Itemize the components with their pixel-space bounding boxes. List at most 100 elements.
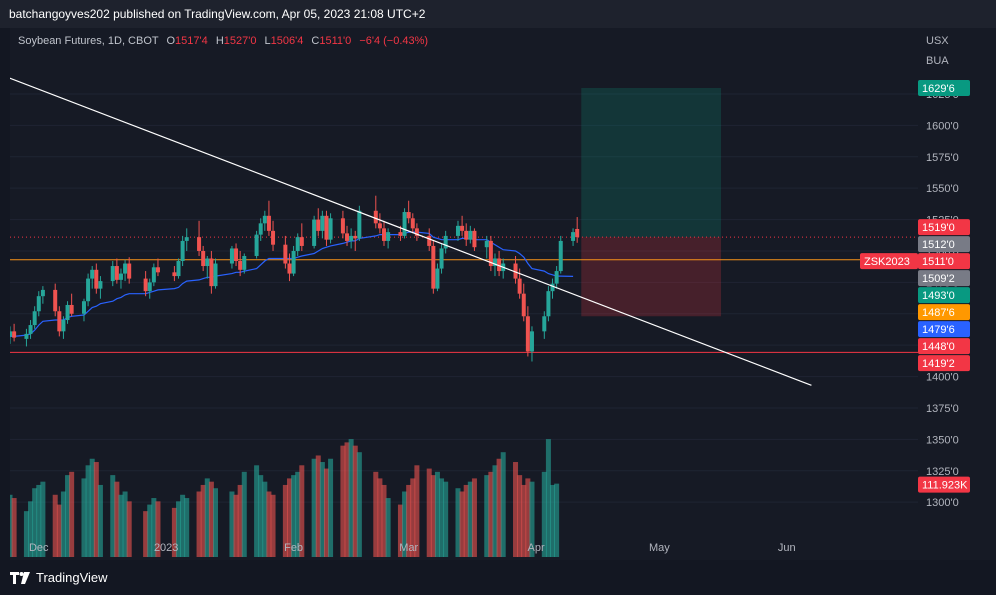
- time-scale[interactable]: Dec 2023 Feb Mar Apr May Jun: [10, 536, 918, 560]
- candle-body: [271, 230, 276, 245]
- price-scale[interactable]: USXBUA1625'01600'01575'01550'01525'01500…: [918, 28, 996, 560]
- candle-body: [558, 240, 563, 272]
- candle-body: [402, 212, 407, 236]
- candle-body: [155, 267, 160, 273]
- price-badge: [918, 304, 970, 321]
- candle-body: [86, 278, 91, 302]
- volume-bar: [258, 475, 264, 557]
- chart-canvas[interactable]: ZSK2023: [10, 28, 918, 560]
- candle-body: [517, 278, 522, 294]
- volume-bar: [291, 475, 297, 557]
- candle-body: [525, 316, 530, 352]
- volume-bar: [233, 494, 239, 557]
- candle-body: [197, 237, 202, 251]
- volume-bar: [471, 478, 477, 557]
- volume-bar: [381, 484, 387, 557]
- candle-body: [427, 235, 432, 246]
- price-unit-label: BUA: [926, 55, 949, 67]
- price-tick-label: 1575'0: [926, 152, 959, 164]
- candle-body: [61, 320, 66, 332]
- price-badge: [918, 476, 970, 493]
- candle-body: [484, 240, 489, 248]
- volume-bar: [184, 498, 190, 557]
- trendline: [10, 77, 812, 386]
- legend-open-value: 1517'4: [175, 35, 208, 47]
- volume-bar: [541, 471, 547, 557]
- moving-average-line: [10, 231, 574, 337]
- volume-bar: [406, 484, 412, 557]
- volume-bar: [352, 445, 358, 557]
- price-tick-label: 1550'0: [926, 183, 959, 195]
- candle-body: [81, 301, 86, 314]
- time-tick-label: Dec: [29, 542, 49, 554]
- candle-body: [353, 235, 358, 239]
- candle-body: [460, 225, 465, 231]
- candle-body: [291, 250, 296, 274]
- volume-bar: [147, 504, 153, 557]
- volume-bar: [517, 475, 523, 557]
- tradingview-logo[interactable]: TradingView: [10, 570, 108, 585]
- volume-bar: [385, 498, 391, 557]
- volume-bar: [40, 481, 46, 557]
- legend-low-label: L: [264, 35, 271, 47]
- candle-body: [238, 261, 243, 270]
- candle-body: [312, 219, 317, 246]
- volume-bar: [28, 501, 34, 557]
- candle-body: [377, 223, 382, 229]
- price-scale-canvas: USXBUA1625'01600'01575'01550'01525'01500…: [918, 35, 970, 509]
- candle-body: [324, 215, 329, 240]
- volume-bar: [32, 488, 38, 557]
- price-badge: [918, 321, 970, 338]
- candle-body: [118, 273, 123, 280]
- price-badge: [918, 270, 970, 287]
- time-tick-label: May: [649, 542, 670, 554]
- volume-bar: [295, 471, 301, 557]
- chart-legend: Soybean Futures, 1D, CBOT O1517'4 H1527'…: [18, 35, 428, 47]
- volume-bar: [455, 488, 461, 557]
- price-badge-label: 1629'6: [922, 83, 955, 95]
- candle-body: [316, 219, 321, 231]
- legend-low-value: 1506'4: [270, 35, 304, 47]
- candle-body: [554, 271, 559, 284]
- price-currency-label: USX: [926, 35, 949, 47]
- candle-body: [488, 240, 493, 267]
- chart-pane[interactable]: ZSK2023 Soybean Futures, 1D, CBOT O1517'…: [10, 28, 918, 560]
- price-badge: [918, 236, 970, 253]
- volume-bar: [459, 491, 465, 557]
- candle-body: [328, 218, 333, 240]
- time-scale-canvas: Dec 2023 Feb Mar Apr May Jun: [29, 542, 796, 554]
- price-badge: [918, 287, 970, 304]
- candle-body: [472, 230, 477, 248]
- price-badge-label: 1512'0: [922, 239, 955, 251]
- price-badge-label: 1448'0: [922, 341, 955, 353]
- candle-body: [439, 248, 444, 269]
- volume-bar: [60, 491, 66, 557]
- volume-bar: [402, 491, 408, 557]
- candle-body: [571, 232, 576, 241]
- volume-bar: [319, 462, 325, 557]
- volume-bar: [550, 484, 556, 557]
- price-badge-label: 1509'2: [922, 273, 955, 285]
- candle-body: [176, 261, 181, 277]
- footer: TradingView: [0, 562, 996, 595]
- volume-bar: [85, 465, 91, 557]
- legend-high-value: 1527'0: [223, 35, 257, 47]
- time-tick-label: Mar: [399, 542, 418, 554]
- symbol-tag-label: ZSK2023: [864, 256, 910, 268]
- candle-body: [345, 233, 350, 241]
- candle-body: [295, 237, 300, 251]
- volume-bar: [488, 471, 494, 557]
- volume-bar: [81, 478, 87, 557]
- volume-bar: [282, 484, 288, 557]
- volume-bar: [266, 491, 272, 557]
- price-badge-label: 1419'2: [922, 358, 955, 370]
- volume-bar: [513, 462, 519, 557]
- volume-bar: [200, 484, 206, 557]
- candle-body: [209, 258, 214, 287]
- candle-body: [172, 272, 177, 277]
- candle-body: [32, 311, 37, 326]
- volume-bar: [254, 465, 260, 557]
- candle-body: [229, 248, 234, 264]
- candle-body: [455, 225, 460, 236]
- candle-body: [184, 237, 189, 241]
